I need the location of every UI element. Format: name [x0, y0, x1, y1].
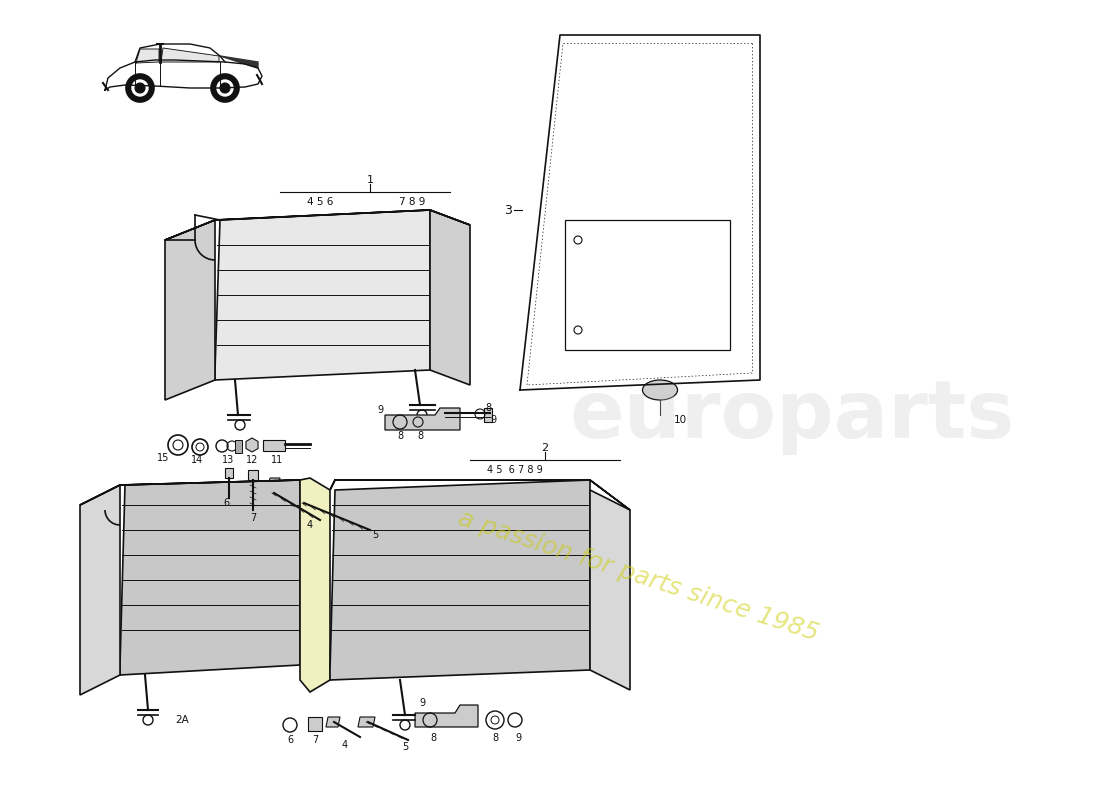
Text: 1: 1: [366, 175, 374, 185]
Text: 9: 9: [419, 698, 425, 708]
Bar: [565, 220, 730, 350]
Circle shape: [132, 80, 148, 96]
Polygon shape: [326, 717, 340, 727]
Text: 12: 12: [245, 455, 258, 465]
Text: 11: 11: [271, 455, 283, 465]
Text: 4: 4: [342, 740, 348, 750]
Text: 2: 2: [541, 443, 549, 453]
Polygon shape: [298, 488, 310, 498]
Polygon shape: [235, 440, 242, 453]
Text: 9: 9: [515, 733, 521, 743]
Text: 4 5 6: 4 5 6: [307, 197, 333, 207]
Text: 4 5  6 7 8 9: 4 5 6 7 8 9: [487, 465, 543, 475]
Text: 6: 6: [287, 735, 293, 745]
Text: 8: 8: [485, 403, 491, 413]
Text: 3: 3: [504, 203, 512, 217]
Text: 8: 8: [430, 733, 436, 743]
Text: 7: 7: [312, 735, 318, 745]
Polygon shape: [120, 480, 300, 675]
Text: 2A: 2A: [175, 715, 189, 725]
Text: 8: 8: [492, 733, 498, 743]
Polygon shape: [80, 485, 120, 695]
Text: europarts: europarts: [570, 377, 1014, 455]
Text: 8: 8: [417, 431, 424, 441]
Circle shape: [217, 80, 233, 96]
Text: 7 8 9: 7 8 9: [399, 197, 426, 207]
Circle shape: [211, 74, 239, 102]
Text: 10: 10: [673, 415, 686, 425]
Polygon shape: [226, 468, 233, 478]
Text: 13: 13: [222, 455, 234, 465]
Polygon shape: [220, 56, 258, 68]
Polygon shape: [385, 408, 460, 430]
Text: 6: 6: [223, 498, 229, 508]
Text: 5: 5: [372, 530, 378, 540]
Text: 9: 9: [377, 405, 383, 415]
Text: 14: 14: [191, 455, 204, 465]
Ellipse shape: [642, 380, 678, 400]
Circle shape: [220, 83, 230, 93]
Text: 4: 4: [307, 520, 314, 530]
Text: 8: 8: [397, 431, 403, 441]
Text: a passion for parts since 1985: a passion for parts since 1985: [454, 506, 822, 646]
Polygon shape: [246, 438, 258, 452]
Polygon shape: [358, 717, 375, 727]
Polygon shape: [214, 210, 430, 380]
Polygon shape: [80, 480, 300, 505]
Polygon shape: [484, 408, 492, 422]
Text: 7: 7: [250, 513, 256, 523]
Circle shape: [135, 83, 145, 93]
Polygon shape: [300, 478, 330, 692]
Polygon shape: [415, 705, 478, 727]
Polygon shape: [248, 470, 258, 480]
Polygon shape: [165, 220, 214, 400]
Text: 9: 9: [490, 415, 496, 425]
Circle shape: [126, 74, 154, 102]
Text: 5: 5: [402, 742, 408, 752]
Polygon shape: [136, 49, 160, 63]
Polygon shape: [430, 210, 470, 385]
Polygon shape: [330, 480, 590, 680]
Text: 15: 15: [157, 453, 169, 463]
Polygon shape: [161, 48, 219, 62]
Polygon shape: [268, 478, 280, 488]
Polygon shape: [165, 210, 470, 240]
Polygon shape: [330, 480, 630, 510]
Polygon shape: [308, 717, 322, 731]
Polygon shape: [590, 490, 630, 690]
Polygon shape: [263, 440, 285, 451]
